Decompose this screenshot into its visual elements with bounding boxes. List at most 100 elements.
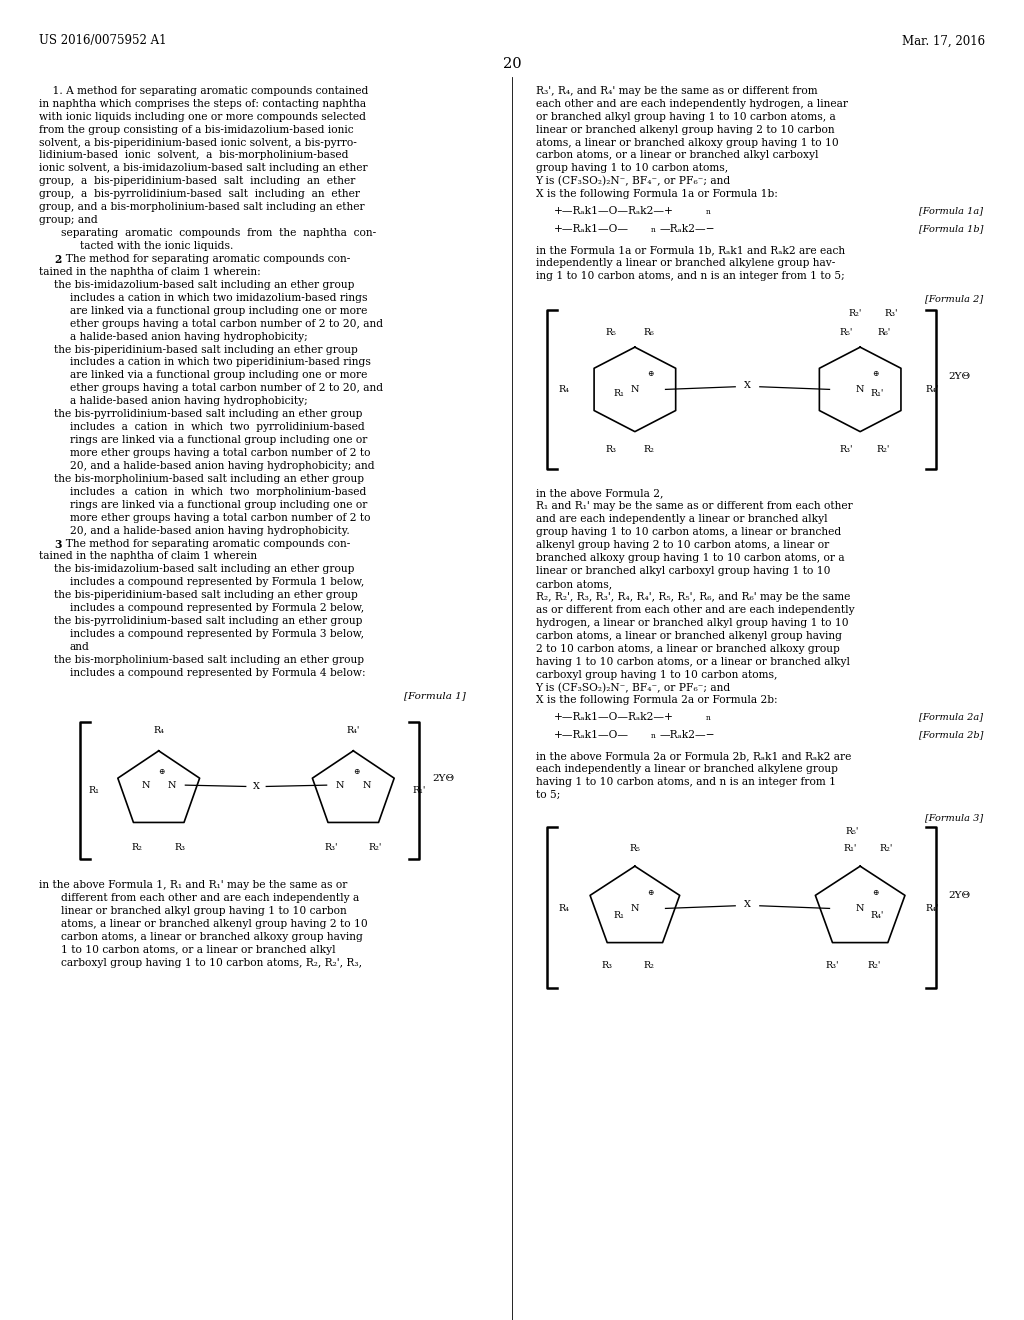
Text: lidinium-based  ionic  solvent,  a  bis-morpholinium-based: lidinium-based ionic solvent, a bis-morp…: [39, 150, 348, 161]
Text: R₁: R₁: [613, 389, 625, 397]
Text: +—Rₐk1—O—Rₐk2—+: +—Rₐk1—O—Rₐk2—+: [554, 713, 674, 722]
Text: R₂, R₂', R₃, R₃', R₄, R₄', R₅, R₅', R₆, and R₆' may be the same: R₂, R₂', R₃, R₃', R₄, R₄', R₅, R₅', R₆, …: [536, 591, 850, 602]
Text: tained in the naphtha of claim 1 wherein:: tained in the naphtha of claim 1 wherein…: [39, 267, 261, 277]
Text: in the Formula 1a or Formula 1b, Rₐk1 and Rₐk2 are each: in the Formula 1a or Formula 1b, Rₐk1 an…: [536, 246, 845, 255]
Text: R₄': R₄': [346, 726, 360, 735]
Text: having 1 to 10 carbon atoms, or a linear or branched alkyl: having 1 to 10 carbon atoms, or a linear…: [536, 656, 850, 667]
Text: with ionic liquids including one or more compounds selected: with ionic liquids including one or more…: [39, 112, 366, 121]
Text: the bis-pyrrolidinium-based salt including an ether group: the bis-pyrrolidinium-based salt includi…: [54, 409, 362, 420]
Text: more ether groups having a total carbon number of 2 to: more ether groups having a total carbon …: [70, 512, 370, 523]
Text: each independently a linear or branched alkylene group: each independently a linear or branched …: [536, 764, 838, 774]
Text: 2YΘ: 2YΘ: [948, 891, 971, 900]
Text: separating  aromatic  compounds  from  the  naphtha  con-: separating aromatic compounds from the n…: [61, 228, 377, 238]
Text: 2YΘ: 2YΘ: [948, 372, 971, 381]
Text: n: n: [706, 207, 711, 215]
Text: rings are linked via a functional group including one or: rings are linked via a functional group …: [70, 500, 367, 510]
Text: R₃', R₄, and R₄' may be the same as or different from: R₃', R₄, and R₄' may be the same as or d…: [536, 86, 817, 96]
Text: ether groups having a total carbon number of 2 to 20, and: ether groups having a total carbon numbe…: [70, 383, 383, 393]
Text: the bis-piperidinium-based salt including an ether group: the bis-piperidinium-based salt includin…: [54, 345, 358, 355]
Text: X: X: [253, 781, 259, 791]
Text: ⊕: ⊕: [647, 370, 653, 378]
Text: R₄': R₄': [926, 904, 939, 913]
Text: [Formula 1a]: [Formula 1a]: [920, 206, 983, 215]
Text: R₄: R₄: [558, 904, 569, 913]
Text: R₂': R₂': [867, 961, 881, 970]
Text: X is the following Formula 2a or Formula 2b:: X is the following Formula 2a or Formula…: [536, 696, 777, 705]
Text: [Formula 3]: [Formula 3]: [925, 813, 983, 822]
Text: Mar. 17, 2016: Mar. 17, 2016: [902, 34, 985, 48]
Text: ⊕: ⊕: [872, 888, 879, 896]
Text: X is the following Formula 1a or Formula 1b:: X is the following Formula 1a or Formula…: [536, 189, 777, 199]
Text: includes a compound represented by Formula 1 below,: includes a compound represented by Formu…: [70, 577, 364, 587]
Text: a halide-based anion having hydrophobicity;: a halide-based anion having hydrophobici…: [70, 396, 307, 407]
Text: atoms, a linear or branched alkoxy group having 1 to 10: atoms, a linear or branched alkoxy group…: [536, 137, 839, 148]
Text: ionic solvent, a bis-imidazolium-based salt including an ether: ionic solvent, a bis-imidazolium-based s…: [39, 164, 368, 173]
Text: R₆': R₆': [877, 327, 891, 337]
Text: US 2016/0075952 A1: US 2016/0075952 A1: [39, 34, 167, 48]
Text: the bis-morpholinium-based salt including an ether group: the bis-morpholinium-based salt includin…: [54, 474, 365, 484]
Text: R₂': R₂': [877, 445, 891, 454]
Text: [Formula 1]: [Formula 1]: [404, 692, 466, 701]
Text: to 5;: to 5;: [536, 789, 560, 800]
Text: and: and: [70, 642, 89, 652]
Text: N: N: [631, 904, 639, 913]
Text: R₃': R₃': [325, 843, 339, 853]
Text: R₂: R₂: [132, 843, 142, 853]
Text: group, and a bis-morpholinium-based salt including an ether: group, and a bis-morpholinium-based salt…: [39, 202, 365, 213]
Text: +—Rₐk1—O—Rₐk2—+: +—Rₐk1—O—Rₐk2—+: [554, 206, 674, 216]
Text: 20: 20: [503, 57, 521, 71]
Text: R₃': R₃': [825, 961, 839, 970]
Text: and are each independently a linear or branched alkyl: and are each independently a linear or b…: [536, 515, 827, 524]
Text: X: X: [744, 381, 751, 389]
Text: includes  a  cation  in  which  two  morpholinium-based: includes a cation in which two morpholin…: [70, 487, 366, 496]
Text: includes  a  cation  in  which  two  pyrrolidinium-based: includes a cation in which two pyrrolidi…: [70, 422, 365, 432]
Text: 20, and a halide-based anion having hydrophobicity.: 20, and a halide-based anion having hydr…: [70, 525, 349, 536]
Text: +—Rₐk1—O—: +—Rₐk1—O—: [554, 730, 629, 741]
Text: 2 to 10 carbon atoms, a linear or branched alkoxy group: 2 to 10 carbon atoms, a linear or branch…: [536, 644, 840, 653]
Text: n: n: [706, 714, 711, 722]
Text: includes a compound represented by Formula 3 below,: includes a compound represented by Formu…: [70, 630, 364, 639]
Text: N: N: [631, 385, 639, 393]
Text: are linked via a functional group including one or more: are linked via a functional group includ…: [70, 306, 367, 315]
Text: independently a linear or branched alkylene group hav-: independently a linear or branched alkyl…: [536, 257, 835, 268]
Text: R₁': R₁': [870, 389, 884, 397]
Text: N: N: [362, 780, 371, 789]
Text: each other and are each independently hydrogen, a linear: each other and are each independently hy…: [536, 99, 848, 108]
Text: R₁': R₁': [413, 785, 426, 795]
Text: [Formula 1b]: [Formula 1b]: [919, 224, 983, 234]
Text: the bis-morpholinium-based salt including an ether group: the bis-morpholinium-based salt includin…: [54, 655, 365, 665]
Text: [Formula 2]: [Formula 2]: [925, 294, 983, 304]
Text: linear or branched alkenyl group having 2 to 10 carbon: linear or branched alkenyl group having …: [536, 124, 835, 135]
Text: R₂': R₂': [879, 843, 893, 853]
Text: [Formula 2a]: [Formula 2a]: [920, 713, 983, 721]
Text: linear or branched alkyl group having 1 to 10 carbon: linear or branched alkyl group having 1 …: [61, 906, 347, 916]
Text: 2YΘ: 2YΘ: [432, 774, 455, 783]
Text: R₅': R₅': [845, 826, 859, 836]
Text: branched alkoxy group having 1 to 10 carbon atoms, or a: branched alkoxy group having 1 to 10 car…: [536, 553, 844, 564]
Text: R₁: R₁: [613, 911, 625, 920]
Text: linear or branched alkyl carboxyl group having 1 to 10: linear or branched alkyl carboxyl group …: [536, 566, 830, 576]
Text: carboxyl group having 1 to 10 carbon atoms, R₂, R₂', R₃,: carboxyl group having 1 to 10 carbon ato…: [61, 958, 362, 968]
Text: R₄: R₄: [154, 726, 164, 735]
Text: N: N: [856, 385, 864, 393]
Text: R₂': R₂': [368, 843, 382, 853]
Text: the bis-piperidinium-based salt including an ether group: the bis-piperidinium-based salt includin…: [54, 590, 358, 601]
Text: alkenyl group having 2 to 10 carbon atoms, a linear or: alkenyl group having 2 to 10 carbon atom…: [536, 540, 828, 550]
Text: [Formula 2b]: [Formula 2b]: [919, 730, 983, 739]
Text: are linked via a functional group including one or more: are linked via a functional group includ…: [70, 371, 367, 380]
Text: +—Rₐk1—O—: +—Rₐk1—O—: [554, 224, 629, 234]
Text: R₄': R₄': [926, 385, 939, 393]
Text: R₁ and R₁' may be the same as or different from each other: R₁ and R₁' may be the same as or differe…: [536, 502, 852, 511]
Text: R₂': R₂': [848, 309, 862, 318]
Text: 1. A method for separating aromatic compounds contained: 1. A method for separating aromatic comp…: [39, 86, 369, 96]
Text: ether groups having a total carbon number of 2 to 20, and: ether groups having a total carbon numbe…: [70, 318, 383, 329]
Text: a halide-based anion having hydrophobicity;: a halide-based anion having hydrophobici…: [70, 331, 307, 342]
Text: n: n: [651, 226, 656, 234]
Text: as or different from each other and are each independently: as or different from each other and are …: [536, 605, 854, 615]
Text: Y is (CF₃SO₂)₂N⁻, BF₄⁻, or PF₆⁻; and: Y is (CF₃SO₂)₂N⁻, BF₄⁻, or PF₆⁻; and: [536, 177, 731, 186]
Text: —Rₐk2—−: —Rₐk2—−: [659, 730, 715, 741]
Text: ⊕: ⊕: [353, 768, 359, 776]
Text: in naphtha which comprises the steps of: contacting naphtha: in naphtha which comprises the steps of:…: [39, 99, 366, 108]
Text: includes a cation in which two piperidinium-based rings: includes a cation in which two piperidin…: [70, 358, 371, 367]
Text: rings are linked via a functional group including one or: rings are linked via a functional group …: [70, 436, 367, 445]
